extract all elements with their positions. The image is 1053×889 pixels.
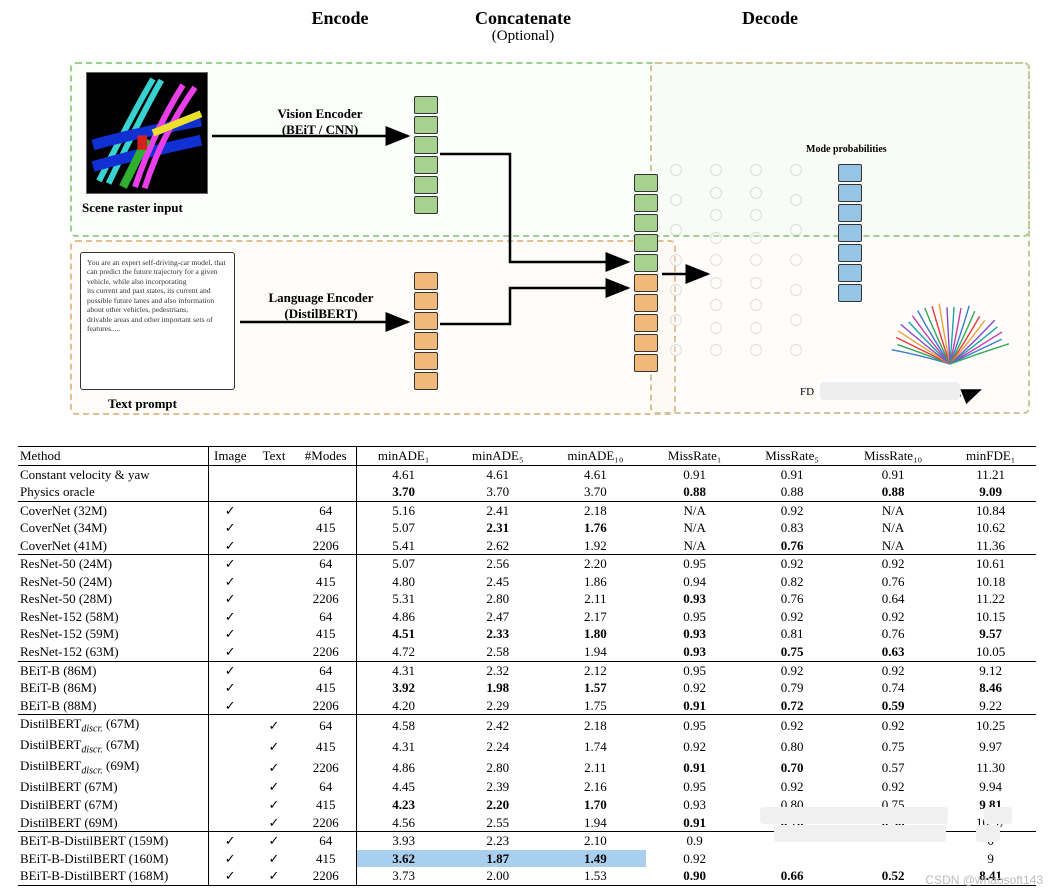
- table-row: CoverNet (32M)✓645.162.412.18N/A0.92N/A1…: [18, 501, 1036, 519]
- decoder-network-nodes: [670, 154, 830, 354]
- table-row: DistilBERTdiscr. (69M)✓22064.862.802.110…: [18, 757, 1036, 778]
- obscured-region-1: [820, 382, 960, 400]
- table-row: DistilBERTdiscr. (67M)✓644.582.422.180.9…: [18, 715, 1036, 737]
- table-row: BEiT-B-DistilBERT (160M)✓✓4153.621.871.4…: [18, 850, 1036, 868]
- obscured-region-5: [976, 825, 1000, 842]
- table-row: BEiT-B (88M)✓22064.202.291.750.910.720.5…: [18, 697, 1036, 715]
- obscured-region-3: [984, 807, 1012, 824]
- obscured-region-2: [760, 807, 948, 824]
- text-prompt-box: You are an expert self-driving-car model…: [80, 252, 235, 390]
- table-row: BEiT-B (86M)✓644.312.322.120.950.920.929…: [18, 661, 1036, 679]
- col-header: MissRate₁₀: [841, 447, 946, 466]
- col-header: MissRate₁: [646, 447, 743, 466]
- col-header: Text: [252, 447, 296, 466]
- table-row: ResNet-152 (59M)✓4154.512.331.800.930.81…: [18, 625, 1036, 643]
- mode-probabilities: [838, 164, 862, 302]
- col-header: minADE₅: [451, 447, 545, 466]
- obscured-region-4: [774, 825, 946, 842]
- scene-raster-image: [86, 72, 208, 194]
- table-row: ResNet-50 (24M)✓645.072.562.200.950.920.…: [18, 555, 1036, 573]
- language-tokens: [414, 272, 438, 390]
- table-row: DistilBERT (67M)✓644.452.392.160.950.920…: [18, 778, 1036, 796]
- concat-sub: (Optional): [478, 28, 568, 45]
- concat-title: Concatenate: [458, 8, 588, 29]
- encode-title: Encode: [300, 8, 380, 29]
- table-row: BEiT-B (86M)✓4153.921.981.570.920.790.74…: [18, 679, 1036, 697]
- table-row: ResNet-152 (58M)✓644.862.472.170.950.920…: [18, 608, 1036, 626]
- table-row: ResNet-50 (24M)✓4154.802.451.860.940.820…: [18, 573, 1036, 591]
- table-row: Physics oracle3.703.703.700.880.880.889.…: [18, 483, 1036, 501]
- col-header: Image: [208, 447, 252, 466]
- table-row: BEiT-B-DistilBERT (168M)✓✓22063.732.001.…: [18, 867, 1036, 885]
- scene-raster-label: Scene raster input: [82, 200, 183, 216]
- decode-title: Decode: [730, 8, 810, 29]
- trajectory-fan: [880, 264, 1020, 384]
- language-encoder-label: Language Encoder (DistilBERT): [256, 290, 386, 322]
- table-row: CoverNet (34M)✓4155.072.311.76N/A0.83N/A…: [18, 519, 1036, 537]
- text-prompt-label: Text prompt: [108, 396, 177, 412]
- table-row: CoverNet (41M)✓22065.412.621.92N/A0.76N/…: [18, 537, 1036, 555]
- col-header: Method: [18, 447, 208, 466]
- architecture-diagram: Encode Concatenate (Optional) Decode Sce…: [10, 4, 1043, 434]
- table-row: Constant velocity & yaw4.614.614.610.910…: [18, 465, 1036, 483]
- results-table-wrap: MethodImageText#ModesminADE₁minADE₅minAD…: [18, 446, 1036, 886]
- concat-tokens: [634, 174, 658, 372]
- decode-fd-label: FD: [800, 386, 814, 398]
- col-header: minADE₁: [356, 447, 451, 466]
- col-header: minFDE₁: [945, 447, 1036, 466]
- col-header: MissRate₅: [743, 447, 840, 466]
- col-header: #Modes: [296, 447, 356, 466]
- col-header: minADE₁₀: [545, 447, 646, 466]
- vision-encoder-label: Vision Encoder (BEiT / CNN): [260, 106, 380, 138]
- vision-tokens: [414, 96, 438, 214]
- table-row: DistilBERTdiscr. (67M)✓4154.312.241.740.…: [18, 736, 1036, 757]
- table-row: ResNet-50 (28M)✓22065.312.802.110.930.76…: [18, 590, 1036, 608]
- table-row: ResNet-152 (63M)✓22064.722.581.940.930.7…: [18, 643, 1036, 661]
